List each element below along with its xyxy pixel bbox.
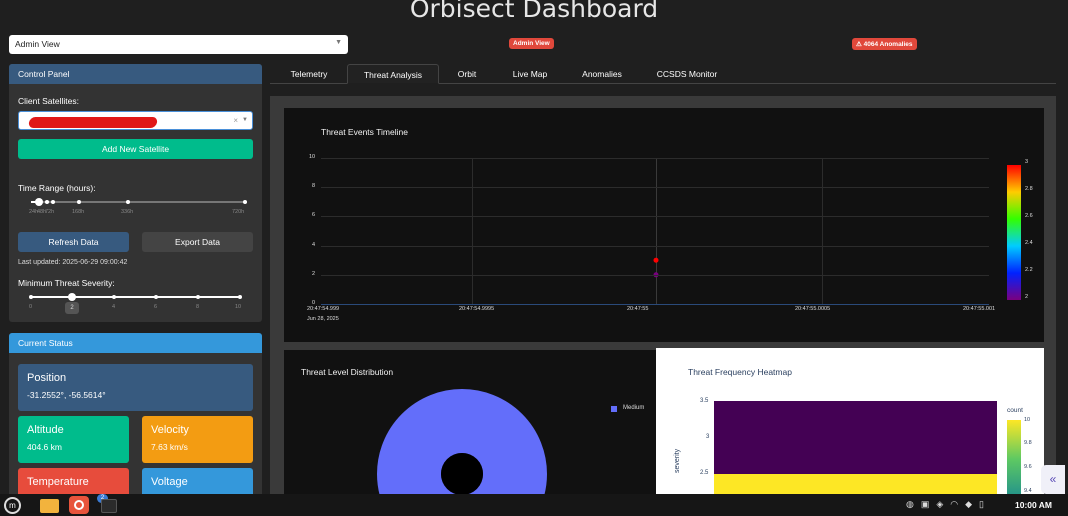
x-tick-label: 20:47:55.001	[963, 306, 996, 312]
chevron-down-icon: ▼	[335, 39, 342, 46]
refresh-data-button[interactable]: Refresh Data	[18, 232, 129, 252]
legend-medium: Medium	[623, 405, 645, 411]
control-panel-header: Control Panel	[9, 64, 262, 84]
last-updated-text: Last updated: 2025-06-29 09:00:42	[18, 259, 128, 266]
severity-handle[interactable]	[68, 293, 76, 301]
x-tick-label: 20:47:54.999	[307, 306, 340, 312]
pie-slice-medium	[377, 389, 547, 496]
terminal-icon[interactable]	[101, 499, 117, 513]
velocity-card: Velocity 7.63 km/s	[142, 416, 253, 463]
severity-label: Minimum Threat Severity:	[18, 278, 115, 288]
voltage-card: Voltage	[142, 468, 253, 498]
start-menu-icon[interactable]: m	[4, 497, 21, 514]
severity-value-tooltip: 2	[65, 302, 79, 314]
threat-frequency-heatmap: Threat Frequency Heatmap 3.5 3 2.5 sever…	[656, 348, 1044, 498]
tab-ccsds-monitor[interactable]: CCSDS Monitor	[656, 69, 718, 79]
page-title: Orbisect Dashboard	[409, 0, 659, 23]
tab-telemetry[interactable]: Telemetry	[290, 69, 328, 79]
y-tick-label: 2	[312, 270, 316, 277]
tab-bar: Telemetry Threat Analysis Orbit Live Map…	[270, 64, 1056, 84]
time-range-handle[interactable]	[35, 198, 43, 206]
redacted-mark	[28, 117, 158, 128]
collapse-sidebar-icon[interactable]: «	[1041, 465, 1065, 494]
add-satellite-button[interactable]: Add New Satellite	[18, 139, 253, 159]
temperature-card: Temperature	[18, 468, 129, 498]
current-status-panel: Current Status Position -31.2552°, -56.56…	[9, 333, 262, 498]
severity-slider[interactable]	[31, 296, 241, 298]
view-select-value: Admin View	[15, 39, 60, 49]
chevron-down-icon[interactable]: ▼	[242, 117, 248, 123]
current-status-header: Current Status	[9, 333, 262, 353]
tray-icons[interactable]: ◍▣◈◠◆▯	[906, 499, 992, 509]
anomalies-badge: ⚠ 4064 Anomalies	[852, 38, 917, 50]
view-select[interactable]: Admin View ▼	[9, 35, 348, 54]
tab-live-map[interactable]: Live Map	[512, 69, 548, 79]
colorbar-tick: 2.8	[1025, 186, 1033, 192]
altitude-card: Altitude 404.6 km	[18, 416, 129, 463]
colorbar-tick: 2.6	[1025, 213, 1033, 219]
colorbar-tick: 3	[1025, 159, 1029, 165]
timeline-point[interactable]	[653, 257, 659, 263]
heatmap-cell	[714, 401, 997, 474]
threat-timeline-chart: Threat Events Timeline Jun 28, 2025 0 2 4 6…	[284, 108, 1044, 342]
y-tick-label: 8	[312, 183, 316, 190]
colorbar	[1007, 165, 1021, 300]
colorbar-title: count	[1007, 407, 1023, 414]
tab-anomalies[interactable]: Anomalies	[582, 69, 622, 79]
y-tick-label: 10	[309, 154, 316, 160]
y-tick-label: 6	[312, 212, 316, 219]
colorbar-tick: 2.2	[1025, 267, 1033, 273]
tab-orbit[interactable]: Orbit	[457, 69, 477, 79]
y-tick-label: 0	[312, 300, 316, 306]
x-tick-label: 20:47:55	[627, 306, 649, 312]
x-tick-label: 20:47:55.0005	[795, 306, 831, 312]
clear-icon[interactable]: ×	[233, 116, 238, 125]
client-satellites-label: Client Satellites:	[18, 96, 79, 106]
taskbar: m 2 ◍▣◈◠◆▯ 10:00 AM	[0, 494, 1068, 516]
y-axis-label: severity	[674, 448, 681, 473]
timeline-plot	[653, 257, 659, 278]
chart-title: Threat Events Timeline	[321, 127, 408, 137]
browser-icon[interactable]	[69, 496, 89, 514]
clock: 10:00 AM	[1015, 500, 1053, 510]
chart-title: Threat Level Distribution	[301, 367, 394, 377]
x-tick-label: 20:47:54.9995	[459, 306, 495, 312]
folder-icon[interactable]	[40, 499, 59, 513]
control-panel: Control Panel Client Satellites: × ▼ Add…	[9, 64, 262, 322]
y-tick-label: 4	[312, 241, 316, 248]
colorbar-tick: 2.4	[1025, 240, 1033, 246]
position-card: Position -31.2552°, -56.5614°	[18, 364, 253, 411]
threat-level-pie-chart: Threat Level Distribution Medium	[284, 350, 656, 496]
time-range-slider[interactable]	[31, 201, 247, 203]
chart-title: Threat Frequency Heatmap	[688, 367, 792, 377]
x-axis-date: Jun 28, 2025	[307, 316, 339, 322]
notification-badge: 2	[97, 494, 108, 503]
colorbar-tick: 2	[1025, 294, 1029, 300]
admin-view-badge: Admin View	[509, 38, 554, 49]
legend-swatch	[611, 406, 617, 412]
colorbar	[1007, 420, 1021, 498]
time-range-label: Time Range (hours):	[18, 183, 96, 193]
client-satellites-select[interactable]: × ▼	[18, 111, 253, 130]
export-data-button[interactable]: Export Data	[142, 232, 253, 252]
tab-threat-analysis[interactable]: Threat Analysis	[347, 64, 439, 84]
